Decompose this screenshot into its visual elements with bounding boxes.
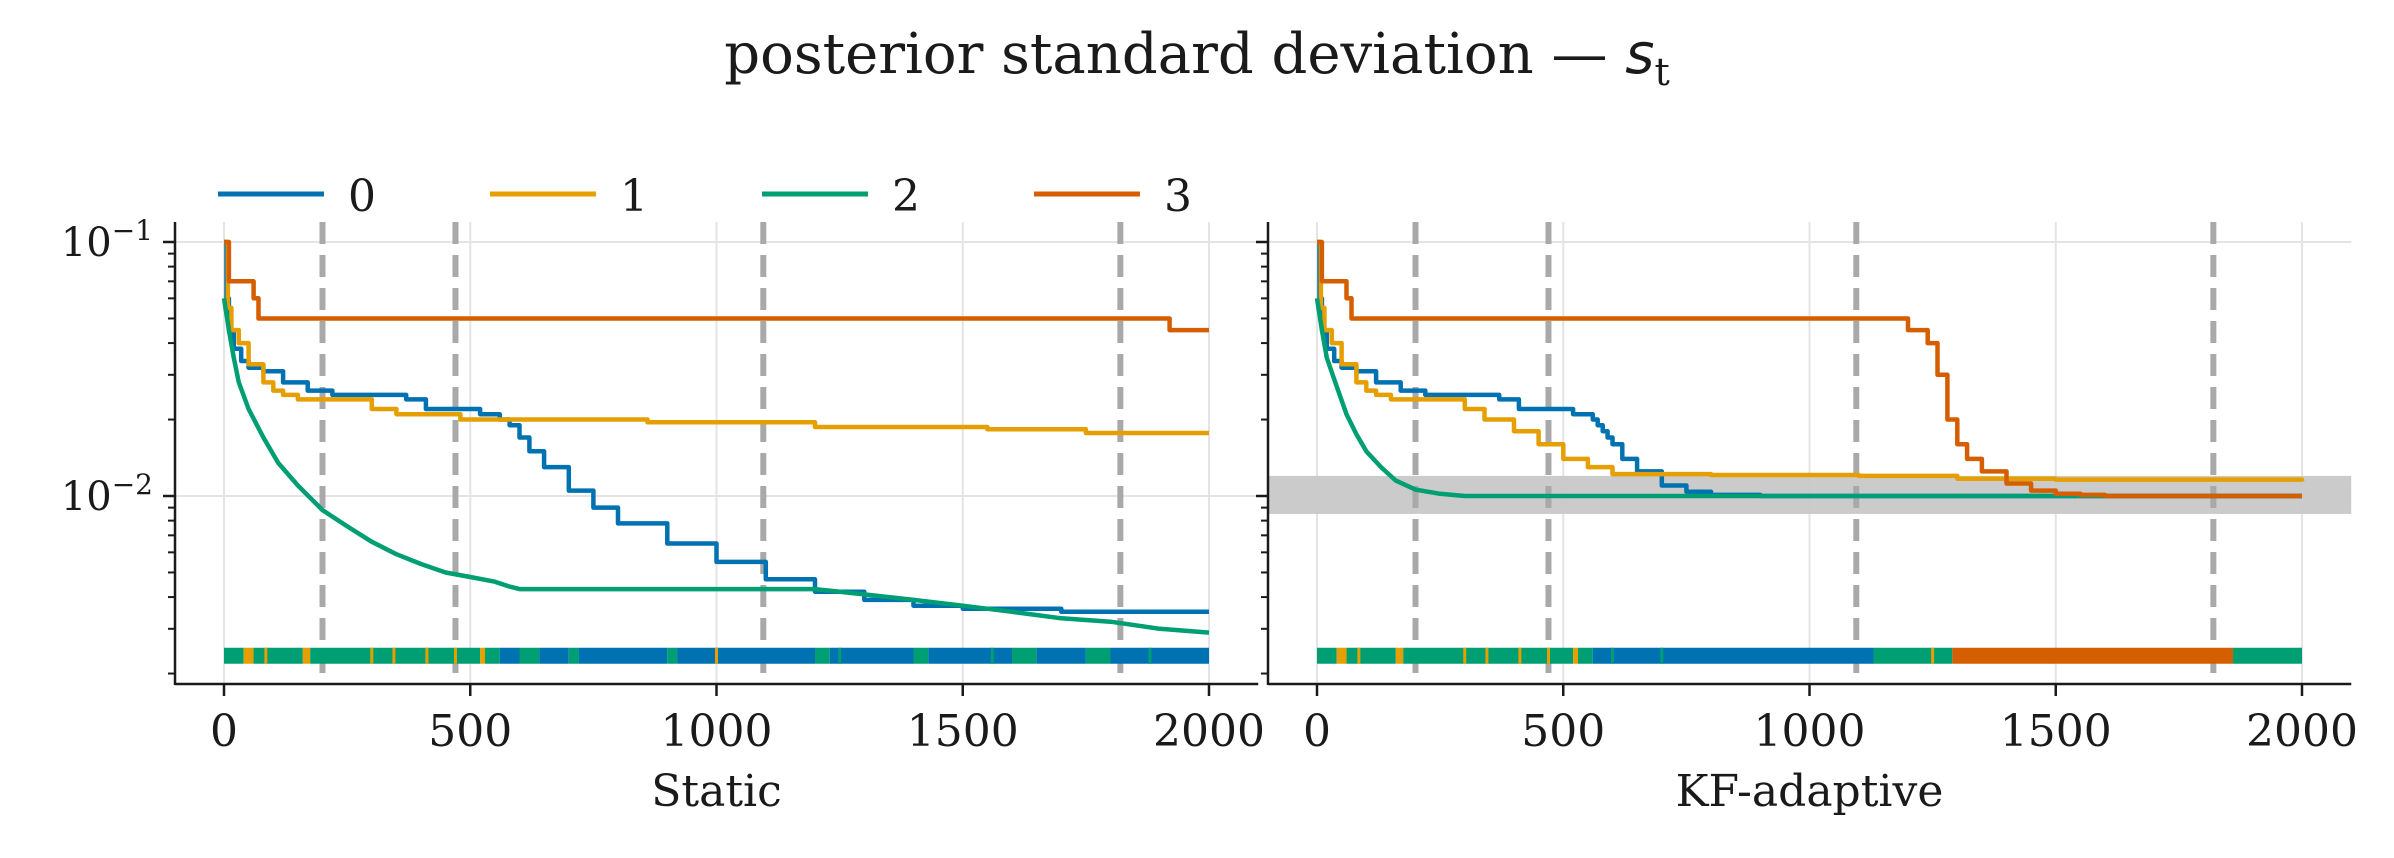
rug-tick-0: [1357, 647, 1361, 664]
figure-title: posterior standard deviation — st: [0, 22, 2394, 94]
rug-tick-8: [1148, 647, 1152, 664]
x-tick-label: 500: [1521, 706, 1605, 757]
rug-tick-5: [715, 647, 718, 664]
rug-tick-3: [1518, 647, 1522, 664]
rug-segment-0: [224, 647, 244, 664]
rug-segment-16: [913, 647, 929, 664]
rug-segment-11: [578, 647, 668, 664]
rug-tick-6: [1660, 647, 1664, 664]
rug-segment-3: [302, 647, 311, 664]
series-line-2: [221, 297, 1210, 635]
rug-segment-6: [1578, 647, 1593, 664]
rug-segment-5: [480, 647, 486, 664]
legend-label-3: 3: [1164, 171, 1192, 222]
rug-segment-19: [1036, 647, 1086, 664]
rug-tick-6: [838, 647, 842, 664]
rug-tick-7: [990, 647, 994, 664]
series-line-1: [1317, 239, 2305, 482]
rug-segment-9: [1952, 647, 2234, 664]
rug-segment-15: [829, 647, 914, 664]
rug-segment-0: [1317, 647, 1337, 664]
rug-segment-1: [243, 647, 254, 664]
x-tick-label: 500: [428, 706, 512, 757]
rug-tick-1: [370, 647, 374, 664]
rug-tick-7: [1931, 647, 1935, 664]
series-line-2: [1314, 297, 2302, 499]
title-subscript: t: [1654, 50, 1670, 95]
x-tick-label: 1000: [661, 706, 773, 757]
rug-segment-2: [253, 647, 303, 664]
rug-segment-18: [1012, 647, 1037, 664]
rug-segment-17: [928, 647, 1012, 664]
rug-segment-1: [1336, 647, 1347, 664]
series-line-1: [224, 239, 1209, 436]
rug-segment-9: [539, 647, 569, 664]
rug-segment-5: [1573, 647, 1579, 664]
x-tick-label: 1500: [2000, 706, 2112, 757]
rug-segment-8: [519, 647, 540, 664]
rug-tick-4: [1546, 647, 1550, 664]
panel-kf-adaptive: 0 500 1000 1500 2000 KF-adaptive: [1256, 222, 2358, 817]
rug-segment-14: [815, 647, 830, 664]
x-tick-label: 1500: [907, 706, 1019, 757]
rug-tick-0: [264, 647, 268, 664]
rug-segment-12: [667, 647, 678, 664]
rug-tick-1: [1463, 647, 1467, 664]
rug-segment-10: [568, 647, 579, 664]
rug-segment-20: [1085, 647, 1111, 664]
x-tick-label: 0: [210, 706, 238, 757]
rug-tick-4: [453, 647, 457, 664]
title-symbol: s: [1625, 22, 1655, 87]
series-line-3: [224, 239, 1209, 333]
rug-segment-3: [1395, 647, 1404, 664]
x-axis-label: KF-adaptive: [1676, 766, 1944, 817]
x-tick-label: 2000: [1153, 706, 1265, 757]
rug-segment-8: [1873, 647, 1953, 664]
legend-label-2: 2: [892, 171, 920, 222]
rug-segment-7: [499, 647, 520, 664]
y-tick-label: 10−1: [61, 214, 153, 266]
rug-segment-21: [1110, 647, 1209, 664]
x-tick-label: 2000: [2246, 706, 2358, 757]
rug-tick-5: [1611, 647, 1614, 664]
x-tick-label: 0: [1303, 706, 1331, 757]
legend-label-0: 0: [348, 171, 376, 222]
rug-tick-2: [1485, 647, 1489, 664]
panel-static: 10−2 10−1 0 500 1000 1500 2000 Static: [61, 214, 1265, 817]
series-line-0: [1317, 239, 2302, 499]
rug-tick-2: [392, 647, 396, 664]
title-prefix: posterior standard deviation —: [724, 22, 1626, 87]
rug-segment-7: [1592, 647, 1874, 664]
legend-label-1: 1: [620, 171, 648, 222]
rug-segment-10: [2233, 647, 2302, 664]
rug-segment-2: [1346, 647, 1396, 664]
rug-segment-6: [485, 647, 500, 664]
x-axis-label: Static: [651, 766, 781, 817]
legend: 0 1 2 3: [218, 171, 1192, 222]
series-line-3: [1317, 239, 2302, 499]
y-tick-label: 10−2: [61, 468, 153, 520]
x-tick-label: 1000: [1754, 706, 1866, 757]
rug-segment-13: [677, 647, 815, 664]
rug-tick-3: [425, 647, 429, 664]
